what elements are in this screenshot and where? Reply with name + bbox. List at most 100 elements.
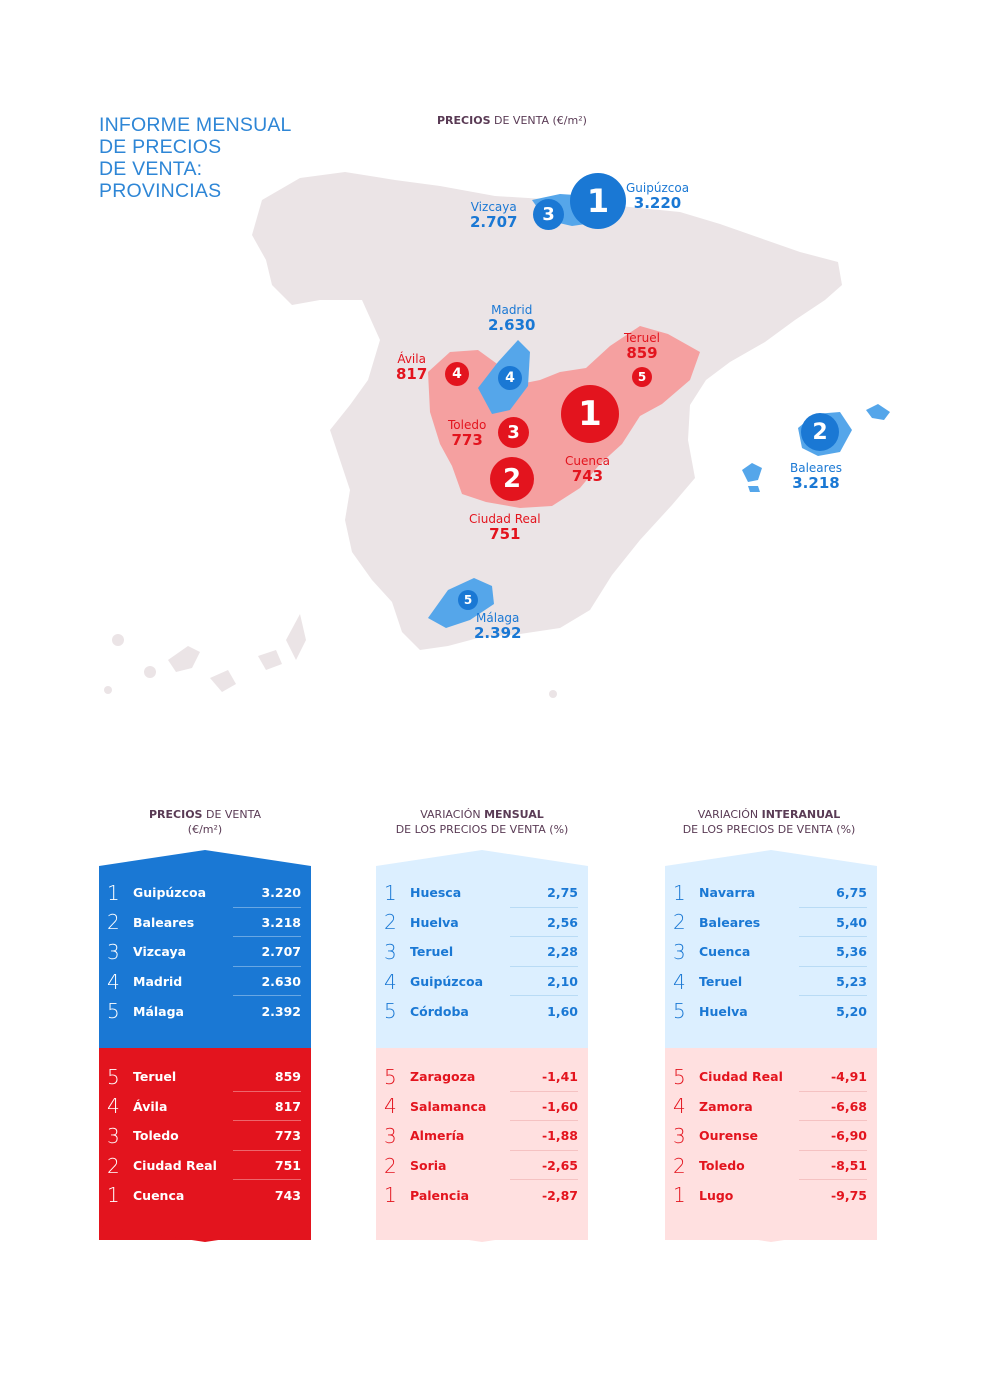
cuenca-rank-badge: 1	[561, 385, 619, 443]
row-divider	[799, 1179, 867, 1181]
province-name: Toledo	[699, 1158, 745, 1174]
ciudad-real-rank-badge: 2	[490, 457, 534, 501]
teruel-name: Teruel	[624, 331, 660, 345]
rank-number: 1	[107, 880, 120, 905]
ranking-row: 2 Toledo -8,51	[665, 1151, 877, 1181]
province-name: Zaragoza	[410, 1069, 476, 1085]
province-name: Zamora	[699, 1098, 753, 1114]
province-value: 817	[274, 1098, 301, 1114]
rank-number: 2	[673, 910, 686, 935]
malaga-label: Málaga 2.392	[474, 611, 521, 641]
avila-rank-badge: 4	[445, 362, 469, 386]
province-value: -1,60	[541, 1098, 578, 1114]
province-value: -6,68	[830, 1098, 867, 1114]
canary-island-shape	[210, 670, 236, 692]
column-header-line2: DE LOS PRECIOS DE VENTA (%)	[682, 823, 856, 836]
ranking-row: 1 Lugo -9,75	[665, 1180, 877, 1210]
rank-number: 3	[673, 1123, 686, 1148]
rank-number: 2	[673, 1153, 686, 1178]
avila-name: Ávila	[397, 352, 426, 366]
rank-number: 4	[107, 1094, 120, 1119]
row-divider	[799, 936, 867, 938]
header-pre: VARIACIÓN	[697, 808, 762, 821]
panel-top-cap	[376, 850, 588, 866]
column-header-line1: VARIACIÓN INTERANUAL	[649, 807, 889, 822]
baleares-value: 3.218	[792, 474, 840, 492]
ranking-panel-top-monthly: 1 Huesca 2,75 2 Huelva 2,56 3 Teruel 2,28 4 Gui…	[376, 866, 588, 1054]
row-divider	[510, 1149, 578, 1151]
province-value: -1,88	[541, 1128, 578, 1144]
province-name: Soria	[410, 1158, 447, 1174]
province-value: 773	[274, 1128, 301, 1144]
ranking-row: 5 Teruel 859	[99, 1062, 311, 1092]
title-line: DE VENTA:	[99, 158, 203, 180]
province-name: Lugo	[699, 1187, 734, 1203]
row-divider	[510, 995, 578, 997]
ranking-row: 5 Zaragoza -1,41	[376, 1062, 588, 1092]
canary-island-shape	[104, 686, 112, 694]
toledo-label: Toledo 773	[448, 418, 486, 448]
province-value: 5,40	[836, 914, 867, 930]
province-value: 859	[274, 1069, 301, 1085]
rank-number: 4	[384, 969, 397, 994]
province-value: -1,41	[541, 1069, 578, 1085]
rank-number: 3	[107, 939, 120, 964]
row-divider	[510, 936, 578, 938]
province-name: Toledo	[133, 1128, 179, 1144]
cuenca-label: Cuenca 743	[565, 454, 610, 484]
avila-value: 817	[396, 365, 428, 383]
canary-island-shape	[258, 650, 282, 670]
ranking-row: 5 Córdoba 1,60	[376, 996, 588, 1026]
menorca-shape	[866, 404, 890, 420]
rank-number: 1	[384, 1183, 397, 1208]
province-value: 1,60	[547, 1003, 578, 1019]
province-value: -8,51	[830, 1158, 867, 1174]
province-value: -2,65	[541, 1158, 578, 1174]
title-line: INFORME MENSUAL	[99, 114, 292, 136]
province-name: Almería	[410, 1128, 465, 1144]
teruel-rank-badge: 5	[632, 367, 652, 387]
rank-number: 5	[673, 999, 686, 1024]
ranking-row: 4 Salamanca -1,60	[376, 1092, 588, 1122]
vizcaya-rank-badge: 3	[533, 199, 564, 230]
rank-number: 5	[107, 999, 120, 1024]
province-name: Teruel	[133, 1069, 177, 1085]
vizcaya-label: Vizcaya 2.707	[470, 200, 517, 230]
panel-bottom-cap	[665, 1226, 877, 1242]
canary-island-shape	[112, 634, 124, 646]
province-name: Guipúzcoa	[410, 974, 483, 990]
guipuzcoa-value: 3.220	[633, 194, 682, 212]
formentera-shape	[748, 486, 760, 492]
province-name: Huelva	[410, 914, 459, 930]
ranking-row: 5 Huelva 5,20	[665, 996, 877, 1026]
ranking-row: 1 Navarra 6,75	[665, 878, 877, 908]
province-name: Palencia	[410, 1187, 470, 1203]
rank-number: 3	[673, 939, 686, 964]
ranking-row: 2 Baleares 5,40	[665, 908, 877, 938]
ranking-row: 3 Teruel 2,28	[376, 937, 588, 967]
vizcaya-value: 2.707	[470, 213, 518, 231]
ranking-row: 5 Málaga 2.392	[99, 996, 311, 1026]
header-post: DE VENTA	[202, 808, 261, 821]
cuenca-name: Cuenca	[565, 454, 610, 468]
ranking-row: 4 Teruel 5,23	[665, 967, 877, 997]
province-value: 5,20	[836, 1003, 867, 1019]
ranking-row: 4 Guipúzcoa 2,10	[376, 967, 588, 997]
header-pre: VARIACIÓN	[420, 808, 485, 821]
row-divider	[799, 1120, 867, 1122]
province-value: 2.392	[261, 1003, 301, 1019]
malaga-rank-badge: 5	[458, 590, 478, 610]
rank-number: 3	[107, 1123, 120, 1148]
rank-number: 2	[384, 1153, 397, 1178]
province-value: 6,75	[836, 885, 867, 901]
ciudad-real-name: Ciudad Real	[469, 512, 541, 526]
province-name: Navarra	[699, 885, 756, 901]
teruel-label: Teruel 859	[624, 331, 660, 361]
toledo-rank-badge: 3	[498, 417, 529, 448]
ranking-row: 2 Soria -2,65	[376, 1151, 588, 1181]
panel-bottom-cap	[376, 1226, 588, 1242]
ranking-row: 3 Cuenca 5,36	[665, 937, 877, 967]
row-divider	[233, 1120, 301, 1122]
province-name: Madrid	[133, 974, 183, 990]
province-name: Córdoba	[410, 1003, 469, 1019]
